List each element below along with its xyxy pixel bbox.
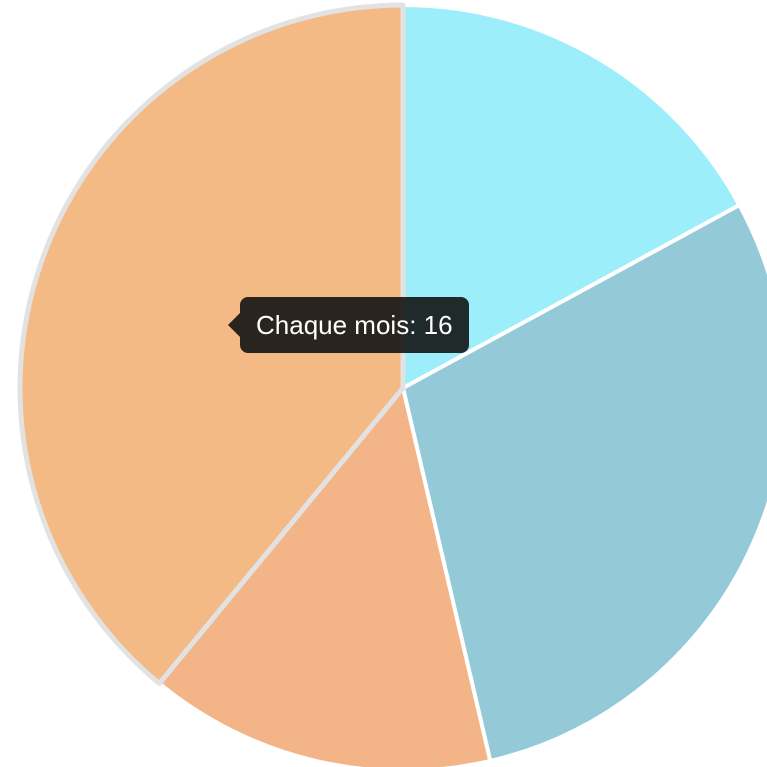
tooltip-label: Chaque mois [256,310,410,340]
pie-slice [401,3,742,390]
tooltip-value: 16 [423,310,453,340]
pie-slice [157,386,493,767]
tooltip: Chaque mois: 16 [228,297,469,353]
pie-slice [17,2,406,686]
pie-slice [401,203,767,763]
